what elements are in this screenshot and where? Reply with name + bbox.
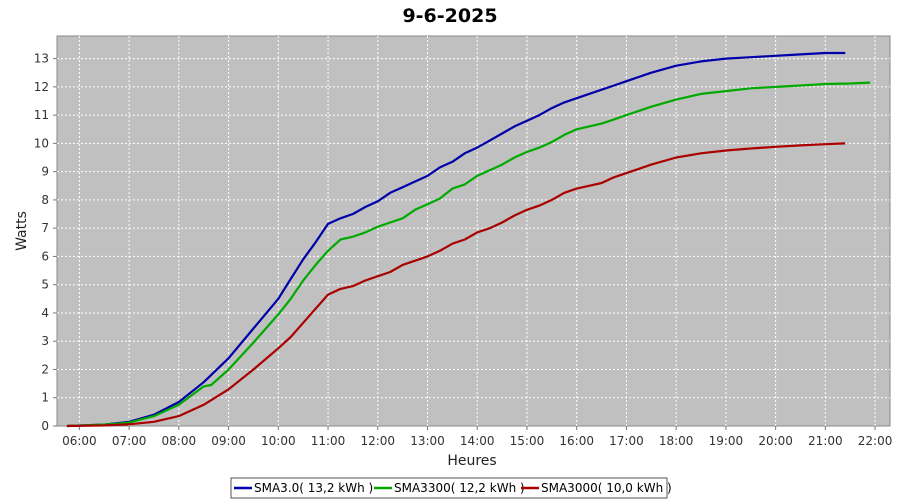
y-tick-label: 8 [41,193,49,207]
y-tick-label: 11 [34,108,49,122]
grid-lines [57,36,890,426]
legend-label-1: SMA3300( 12,2 kWh ) [394,481,525,495]
x-tick-label: 15:00 [510,434,545,448]
x-tick-label: 09:00 [211,434,246,448]
chart-title: 9-6-2025 [402,5,497,27]
x-axis-label: Heures [447,453,496,469]
y-tick-label: 0 [41,419,49,433]
x-tick-label: 08:00 [162,434,197,448]
y-tick-label: 13 [34,52,49,66]
y-tick-label: 5 [41,278,49,292]
x-axis-ticks: 06:00 07:00 08:00 09:00 10:00 11:00 12:00 13:00… [62,426,892,448]
y-axis-label: Watts [14,211,30,251]
x-tick-label: 16:00 [559,434,594,448]
y-tick-label: 12 [34,80,49,94]
series-line-1 [66,81,871,428]
x-tick-label: 07:00 [112,434,147,448]
x-tick-label: 17:00 [609,434,644,448]
x-tick-label: 13:00 [410,434,445,448]
series-line-2 [66,142,846,428]
x-tick-label: 11:00 [311,434,346,448]
series-layer [66,51,871,428]
legend-box [230,477,668,499]
series-line-0 [66,51,846,428]
legend-label-0: SMA3.0( 13,2 kWh ) [254,481,373,495]
y-tick-label: 3 [41,334,49,348]
x-tick-label: 06:00 [62,434,97,448]
y-tick-label: 1 [41,391,49,405]
x-tick-label: 12:00 [360,434,395,448]
x-tick-label: 18:00 [659,434,694,448]
x-tick-label: 21:00 [808,434,843,448]
y-tick-label: 10 [34,136,49,150]
plot-area [56,35,891,427]
x-tick-label: 19:00 [709,434,744,448]
y-tick-label: 2 [41,362,49,376]
y-tick-label: 7 [41,221,49,235]
y-tick-label: 9 [41,165,49,179]
legend: SMA3.0( 13,2 kWh ) SMA3300( 12,2 kWh ) SMA… [230,477,672,499]
y-tick-label: 6 [41,249,49,263]
x-tick-label: 14:00 [460,434,495,448]
x-tick-label: 10:00 [261,434,296,448]
y-tick-label: 4 [41,306,49,320]
x-tick-label: 20:00 [758,434,793,448]
legend-label-2: SMA3000( 10,0 kWh ) [541,481,672,495]
x-tick-label: 22:00 [858,434,893,448]
